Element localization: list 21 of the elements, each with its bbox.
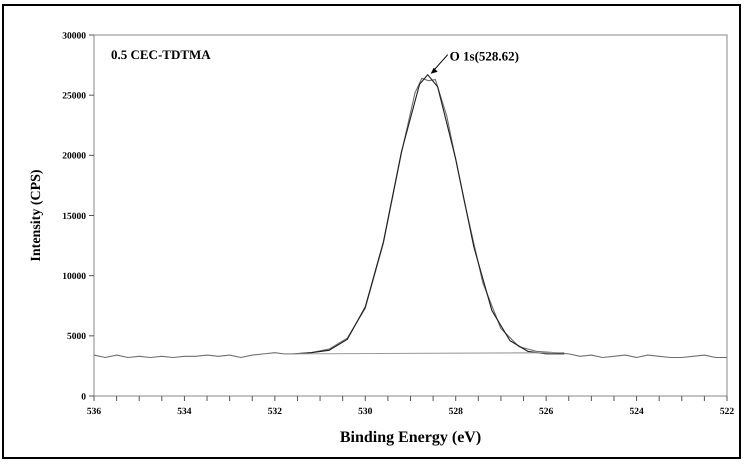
x-tick-label: 524 <box>629 407 644 417</box>
x-tick-label: 536 <box>86 407 102 417</box>
y-tick-label: 30000 <box>62 31 86 42</box>
annotation: O 1s(528.62) <box>450 48 520 64</box>
x-tick-label: 532 <box>268 407 282 417</box>
y-tick-label: 25000 <box>62 91 86 102</box>
y-tick-label: 10000 <box>62 272 86 282</box>
x-tick-label: 528 <box>448 407 464 417</box>
line-series <box>93 78 728 358</box>
x-axis-title: Binding Energy (eV) <box>340 429 482 446</box>
line-series <box>292 74 565 354</box>
x-tick-label: 526 <box>539 407 554 417</box>
y-tick-label: 20000 <box>62 152 86 162</box>
x-tick-label: 530 <box>358 407 373 417</box>
y-tick-label: 15000 <box>62 212 86 222</box>
y-axis-title: Intensity (CPS) <box>29 169 44 262</box>
y-tick-label: 5000 <box>67 332 86 342</box>
x-tick-label: 522 <box>720 407 734 417</box>
y-tick-label: 0 <box>81 392 86 402</box>
x-tick-label: 534 <box>177 407 192 417</box>
annotation: 0.5 CEC-TDTMA <box>111 47 212 62</box>
